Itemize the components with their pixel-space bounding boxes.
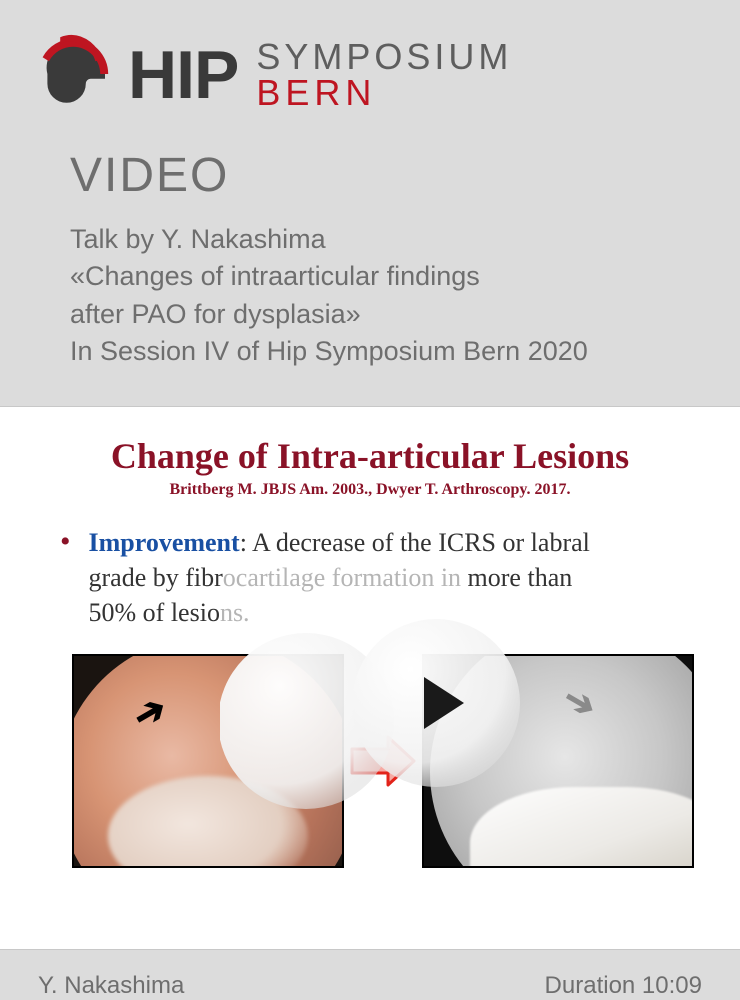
slide-title: Change of Intra-articular Lesions (34, 435, 706, 477)
footer: Y. Nakashima Duration 10:09 (0, 950, 740, 1000)
logo-block: HIP SYMPOSIUM BERN (0, 0, 740, 114)
logo-line2: BERN (256, 72, 512, 114)
bullet-mid2: more than (461, 563, 572, 592)
desc-line3: after PAO for dysplasia» (70, 296, 740, 333)
description-block: VIDEO Talk by Y. Nakashima «Changes of i… (0, 114, 740, 370)
logo-text: SYMPOSIUM BERN (256, 36, 512, 114)
logo-word: HIP (128, 48, 238, 102)
video-frame[interactable]: Change of Intra-articular Lesions Brittb… (0, 406, 740, 950)
desc-line4: In Session IV of Hip Symposium Bern 2020 (70, 333, 740, 370)
desc-line1: Talk by Y. Nakashima (70, 221, 740, 258)
bullet-faded: ocartilage formation in (223, 563, 461, 592)
footer-duration: Duration 10:09 (545, 972, 702, 1000)
page-root: HIP SYMPOSIUM BERN VIDEO Talk by Y. Naka… (0, 0, 740, 1000)
desc-line2: «Changes of intraarticular findings (70, 258, 740, 295)
helmet-icon (30, 34, 116, 114)
bullet-tail1: 50% of lesio (89, 598, 220, 627)
bullet-lead: : A decrease of the ICRS or labral (240, 528, 590, 557)
slide-citation: Brittberg M. JBJS Am. 2003., Dwyer T. Ar… (34, 481, 706, 499)
play-button[interactable] (220, 611, 520, 811)
footer-author: Y. Nakashima (38, 972, 184, 1000)
bullet-mid1: grade by fibr (89, 563, 223, 592)
bullet-icon: • (60, 527, 71, 630)
video-heading: VIDEO (70, 148, 740, 203)
bullet-keyword: Improvement (89, 528, 240, 557)
